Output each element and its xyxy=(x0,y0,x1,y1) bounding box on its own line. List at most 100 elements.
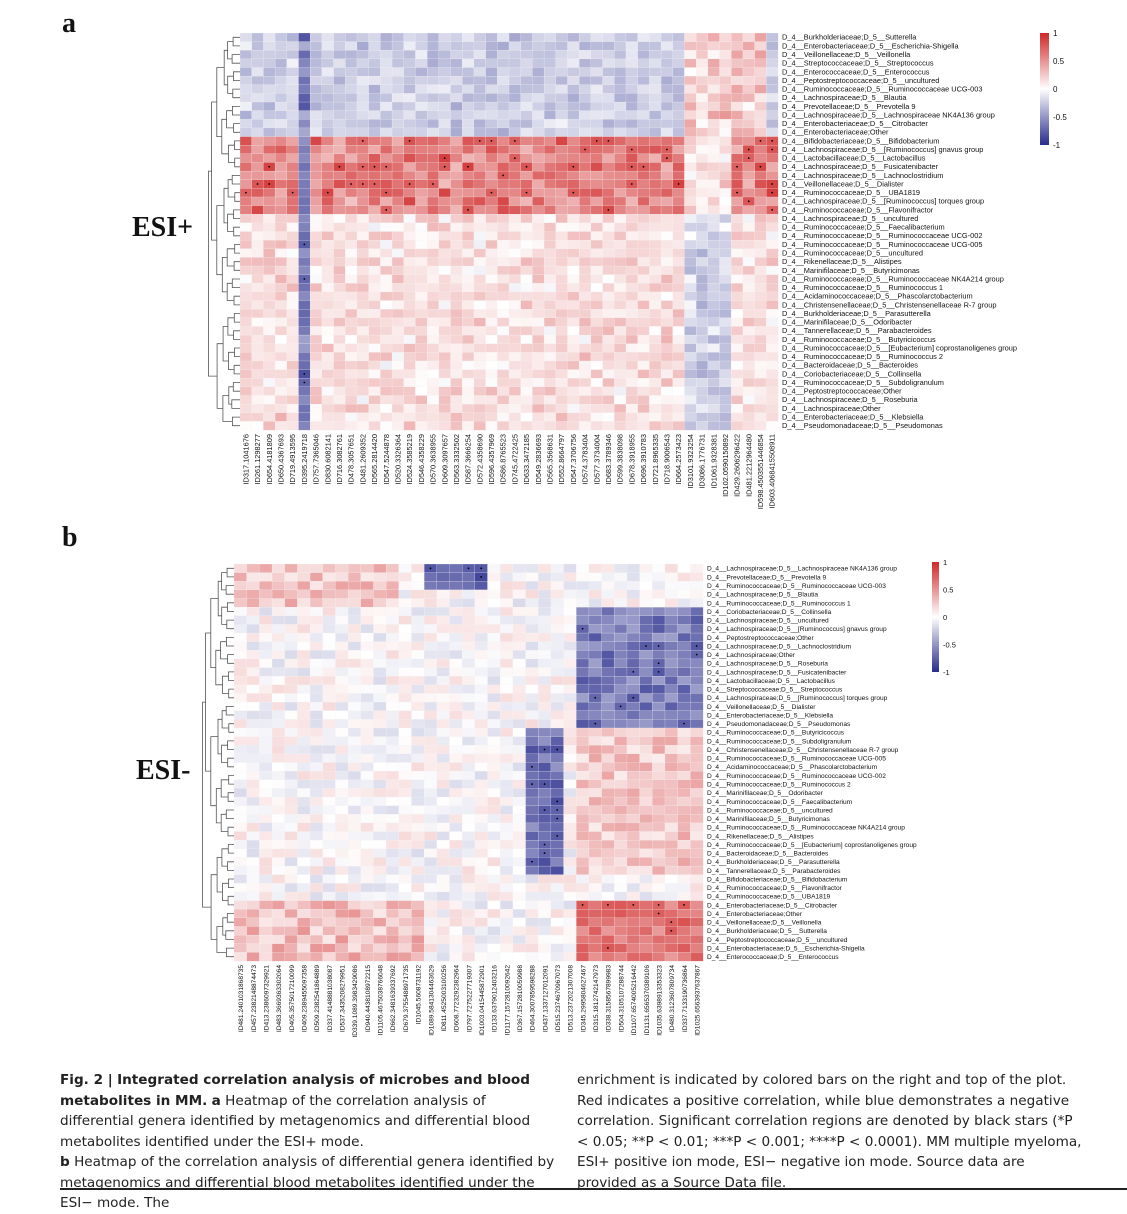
heatmap-cell xyxy=(520,334,533,345)
heatmap-cell xyxy=(233,589,248,599)
heatmap-cell xyxy=(309,762,324,772)
heatmap-cell xyxy=(356,326,369,336)
heatmap-cell xyxy=(485,153,498,163)
heatmap-cell xyxy=(436,874,450,884)
heatmap-cell xyxy=(766,162,779,172)
heatmap-cell xyxy=(309,917,324,927)
heatmap-cell xyxy=(436,693,450,703)
heatmap-cell xyxy=(602,283,615,293)
heatmap-cell xyxy=(601,598,615,608)
heatmap-cell xyxy=(462,93,475,103)
heatmap-cell xyxy=(438,127,451,137)
heatmap-cell xyxy=(576,822,590,832)
heatmap-cell xyxy=(601,641,615,651)
heatmap-cell xyxy=(579,76,592,86)
heatmap-cell xyxy=(398,581,412,591)
significance-star xyxy=(607,947,609,949)
heatmap-cell xyxy=(672,317,685,327)
heatmap-cell xyxy=(424,736,438,746)
heatmap-cell xyxy=(731,145,744,155)
heatmap-cell xyxy=(427,170,440,181)
heatmap-cell xyxy=(590,326,603,336)
heatmap-cell xyxy=(672,110,685,120)
heatmap-cell xyxy=(360,909,374,919)
heatmap-cell xyxy=(415,101,428,111)
heatmap-cell xyxy=(239,300,253,310)
heatmap-cell xyxy=(462,119,475,129)
heatmap-cell xyxy=(233,900,248,910)
heatmap-cell xyxy=(473,274,486,284)
heatmap-cell xyxy=(563,624,577,634)
heatmap-cell xyxy=(614,378,627,388)
heatmap-cell xyxy=(538,727,552,737)
heatmap-cell xyxy=(310,153,323,163)
heatmap-cell xyxy=(512,917,526,927)
heatmap-cell xyxy=(684,76,697,86)
heatmap-cell xyxy=(427,136,440,146)
heatmap-cell xyxy=(588,598,602,608)
heatmap-cell xyxy=(500,676,514,686)
heatmap-cell xyxy=(360,684,374,694)
heatmap-cell xyxy=(347,684,362,694)
heatmap-cell xyxy=(652,796,666,806)
heatmap-cell xyxy=(664,684,678,694)
heatmap-cell xyxy=(286,84,299,94)
heatmap-cell xyxy=(380,300,393,310)
heatmap-cell xyxy=(567,136,580,146)
heatmap-cell xyxy=(538,865,552,876)
heatmap-cell xyxy=(373,684,387,694)
heatmap-cell xyxy=(588,805,602,815)
heatmap-cell xyxy=(286,41,299,51)
heatmap-cell xyxy=(487,563,501,573)
heatmap-cell xyxy=(487,840,501,850)
heatmap-cell xyxy=(233,840,248,850)
heatmap-cell xyxy=(360,762,374,772)
heatmap-cell xyxy=(411,762,425,772)
heatmap-cell xyxy=(251,127,264,137)
heatmap-cell xyxy=(576,865,590,876)
heatmap-cell xyxy=(766,214,779,224)
heatmap-cell xyxy=(602,214,615,224)
heatmap-cell xyxy=(614,127,627,137)
heatmap-cell xyxy=(424,719,438,729)
heatmap-cell xyxy=(380,257,393,267)
heatmap-cell xyxy=(345,93,358,103)
heatmap-cell xyxy=(403,283,416,293)
heatmap-cell xyxy=(576,762,590,772)
heatmap-cell xyxy=(462,334,475,345)
column-label: ID683.3789346 xyxy=(604,434,613,485)
heatmap-cell xyxy=(322,857,336,867)
heatmap-cell xyxy=(485,67,498,77)
heatmap-cell xyxy=(520,119,533,129)
heatmap-cell xyxy=(485,222,498,232)
heatmap-cell xyxy=(696,67,709,77)
heatmap-cell xyxy=(403,119,416,129)
heatmap-cell xyxy=(373,615,387,625)
heatmap-cell xyxy=(297,805,311,815)
heatmap-cell xyxy=(754,76,767,86)
heatmap-cell xyxy=(259,572,273,582)
row-label: D_4__Pseudomonadaceae;D_5__Pseudomonas xyxy=(707,721,851,728)
heatmap-cell xyxy=(427,205,440,215)
heatmap-cell xyxy=(322,658,336,668)
heatmap-cell xyxy=(487,814,501,824)
heatmap-cell xyxy=(538,589,552,599)
heatmap-cell xyxy=(660,326,674,336)
heatmap-cell xyxy=(719,119,732,129)
heatmap-cell xyxy=(532,300,545,310)
row-label: D_4__Acidaminococcaceae;D_5__Phascolarct… xyxy=(707,764,878,771)
heatmap-cell xyxy=(487,745,501,755)
row-label: D_4__Ruminococcaceae;D_5__Faecalibacteri… xyxy=(782,223,945,232)
heatmap-cell xyxy=(474,632,488,642)
row-label: D_4__Coriobacteriaceae;D_5__Collinsella xyxy=(782,369,922,378)
heatmap-cell xyxy=(614,32,627,42)
heatmap-cell xyxy=(684,412,697,422)
heatmap-cell xyxy=(462,421,475,431)
heatmap-cell xyxy=(563,934,577,945)
heatmap-cell xyxy=(512,684,526,694)
heatmap-cell xyxy=(742,188,755,198)
heatmap-cell xyxy=(626,641,640,651)
row-label: D_4__Enterobacteriaceae;D_5__Escherichia… xyxy=(707,945,865,952)
heatmap-cell xyxy=(322,822,336,832)
heatmap-cell xyxy=(368,214,381,224)
